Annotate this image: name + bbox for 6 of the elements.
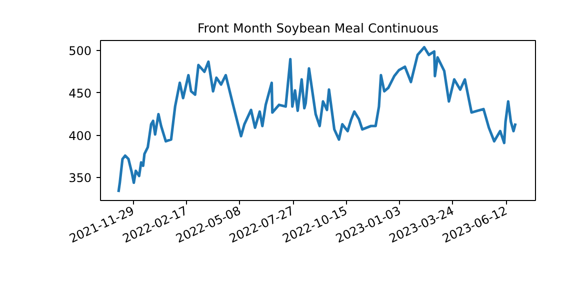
y-tick-label: 350 <box>68 171 92 186</box>
y-tick-label: 450 <box>68 86 92 100</box>
y-tick-label: 400 <box>68 128 92 143</box>
line-series <box>117 46 517 194</box>
y-tick-label: 500 <box>68 44 92 58</box>
chart-title: Front Month Soybean Meal Continuous <box>197 20 439 36</box>
